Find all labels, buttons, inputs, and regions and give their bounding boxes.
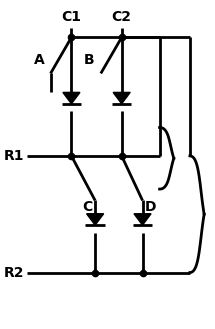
Text: D: D (144, 200, 156, 214)
Text: C1: C1 (61, 10, 81, 24)
Text: C: C (82, 200, 93, 214)
Text: A: A (34, 53, 45, 67)
Text: B: B (84, 53, 95, 67)
Polygon shape (87, 214, 104, 225)
Text: R1: R1 (3, 149, 24, 163)
Polygon shape (63, 92, 80, 104)
Polygon shape (113, 92, 130, 104)
Polygon shape (134, 214, 151, 225)
Text: R2: R2 (3, 266, 24, 280)
Text: C2: C2 (112, 10, 132, 24)
